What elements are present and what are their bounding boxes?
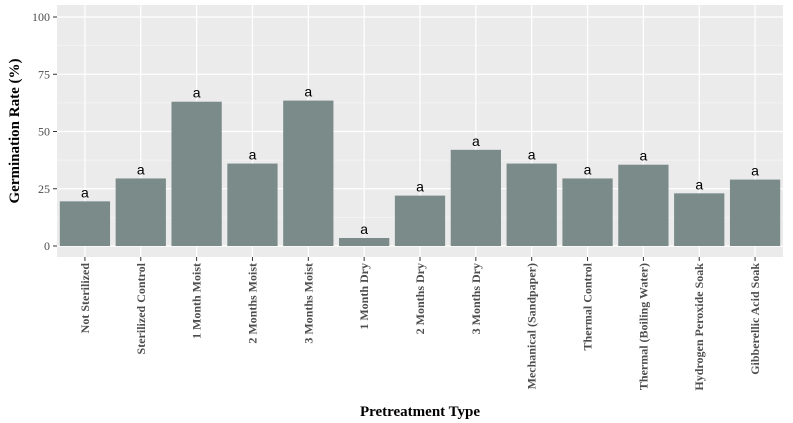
bar-label: a: [695, 176, 703, 192]
bar: [562, 178, 613, 246]
bar-label: a: [472, 133, 480, 149]
x-tick-label: 2 Months Dry: [413, 263, 427, 334]
bar-label: a: [416, 179, 424, 195]
bar-label: a: [528, 147, 536, 163]
bar-label: a: [193, 85, 201, 101]
x-tick-label: Sterilized Control: [134, 262, 148, 354]
bar: [59, 201, 111, 246]
bar-label: a: [751, 163, 759, 179]
y-axis-title: Germination Rate (%): [7, 59, 23, 204]
bar-label: a: [81, 184, 89, 200]
x-tick-label: Mechanical (Sandpaper): [525, 263, 539, 389]
x-tick-label: 2 Months Moist: [245, 263, 259, 344]
y-tick-label: 100: [32, 10, 50, 24]
y-tick-label: 75: [38, 67, 50, 81]
bar: [729, 179, 781, 246]
x-tick-label: Gibberellic Acid Soak: [748, 263, 762, 375]
x-axis: Not Sterilized Sterilized Control 1 Month …: [78, 257, 762, 391]
bar-label: a: [137, 161, 145, 177]
x-tick-label: 1 Month Moist: [190, 263, 204, 339]
y-tick-label: 0: [44, 239, 50, 253]
bar: [283, 100, 334, 247]
bar: [227, 163, 278, 246]
bar: [506, 163, 557, 246]
bar: [115, 178, 166, 246]
y-tick-label: 25: [38, 182, 50, 196]
y-tick-label: 50: [38, 125, 50, 139]
bar: [618, 164, 669, 246]
bars: [59, 100, 781, 247]
x-tick-label: Thermal (Boiling Water): [636, 263, 650, 390]
x-tick-label: Not Sterilized: [78, 263, 92, 334]
x-axis-title: Pretreatment Type: [360, 404, 480, 420]
x-tick-label: 3 Months Dry: [469, 263, 483, 334]
bar: [339, 237, 390, 246]
bar-label: a: [639, 148, 647, 164]
bar-label: a: [360, 221, 368, 237]
y-axis: 0 25 50 75 100: [32, 10, 57, 253]
x-tick-label: 1 Month Dry: [357, 263, 371, 330]
x-tick-label: 3 Months Moist: [301, 263, 315, 344]
bar: [674, 193, 725, 246]
bar: [450, 149, 501, 246]
bar-label: a: [584, 161, 592, 177]
bar: [171, 101, 222, 246]
bar: [394, 195, 446, 246]
bar-label: a: [249, 147, 257, 163]
bar-labels: a a a a a a a a a a a a a: [81, 84, 759, 237]
bar-label: a: [304, 84, 312, 100]
x-tick-label: Thermal Control: [581, 262, 595, 350]
x-tick-label: Hydrogen Peroxide Soak: [692, 263, 706, 391]
